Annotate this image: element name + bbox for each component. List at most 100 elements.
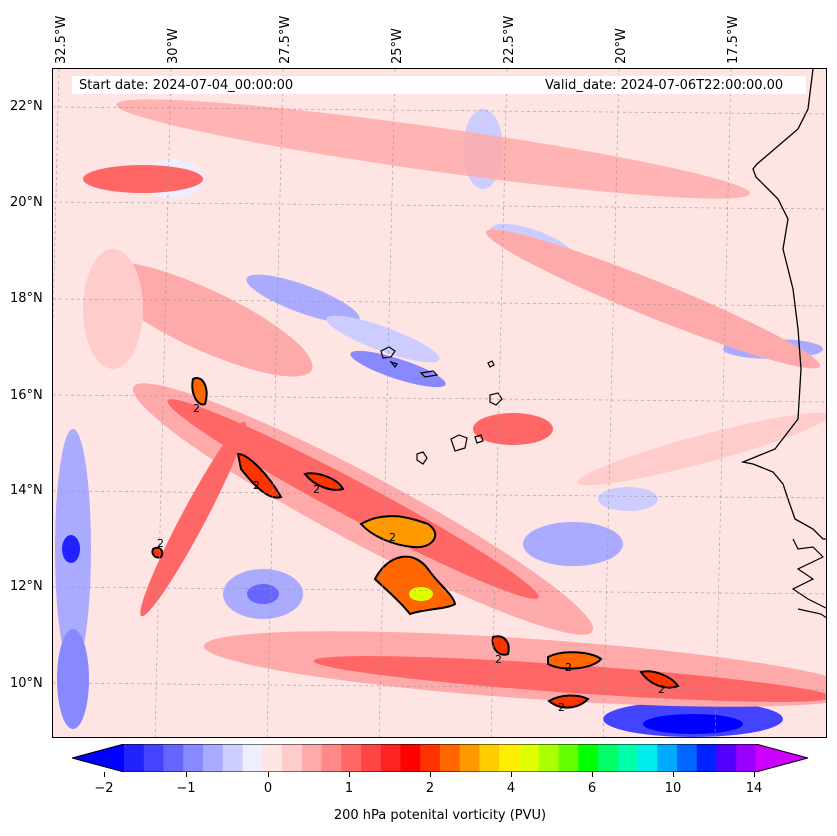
colorbar-tick-label: 1 — [344, 781, 354, 796]
blue-patch — [246, 274, 360, 324]
islands — [380, 346, 503, 465]
colorbar-segment — [578, 744, 599, 772]
latitude-label: 14°N — [10, 483, 43, 498]
start-date: Start date: 2024-07-04_00:00:00 — [79, 78, 294, 93]
colorbar-tick-mark — [349, 772, 350, 777]
colorbar-segment — [736, 744, 757, 772]
colorbar-extend-max — [756, 744, 808, 772]
longitude-label: 32.5°W — [54, 15, 69, 64]
blue-patch — [523, 522, 623, 566]
blue-patch — [598, 487, 658, 511]
colorbar-segment — [696, 744, 717, 772]
colorbar-tick-label: 4 — [506, 781, 516, 796]
colorbar-segment — [617, 744, 638, 772]
colorbar-segment — [716, 744, 737, 772]
colorbar-tick-label: 0 — [263, 781, 273, 796]
latitude-label: 16°N — [10, 388, 43, 403]
pv-max-contour — [151, 546, 164, 559]
africa-coastline-detail — [791, 538, 826, 619]
pv-max-contour — [359, 515, 437, 549]
latitude-label: 18°N — [10, 291, 43, 306]
pv-max-contour — [236, 452, 283, 499]
pv-max-contour — [491, 635, 510, 656]
island — [487, 360, 495, 368]
colorbar-segment — [677, 744, 698, 772]
pv-max-contour — [373, 555, 457, 616]
pv-max-contour — [547, 651, 603, 670]
red-band — [167, 399, 539, 599]
pv-max-contour — [639, 670, 680, 689]
blue-patch — [326, 315, 440, 363]
latitude-label: 22°N — [10, 99, 43, 114]
colorbar-extend-min — [72, 744, 124, 772]
contour-label: 2 — [253, 479, 260, 492]
contour-labels: 2 2 2 2 2 2 2 2 2 — [157, 402, 665, 714]
colorbar-segment — [400, 744, 421, 772]
date-banner — [72, 76, 806, 94]
colorbar-segment — [519, 744, 540, 772]
colorbar-segment — [538, 744, 559, 772]
island — [416, 451, 428, 465]
colorbar-segment — [598, 744, 619, 772]
blue-patch-core — [643, 714, 743, 734]
pv-max-contour — [547, 694, 590, 709]
colorbar-segment — [262, 744, 283, 772]
longitude-label: 22.5°W — [502, 15, 517, 64]
latitude-label: 20°N — [10, 195, 43, 210]
contour-label: 2 — [157, 537, 164, 550]
map-panel: 2 2 2 2 2 2 2 2 2 — [52, 68, 827, 738]
island — [489, 392, 503, 406]
red-band — [93, 261, 313, 377]
colorbar-segment — [124, 744, 145, 772]
pv-positive-bands — [83, 99, 826, 707]
colorbar-tick-label: 6 — [587, 781, 597, 796]
contour-label: 2 — [565, 661, 572, 674]
colorbar-segment — [341, 744, 362, 772]
colorbar-segment — [459, 744, 480, 772]
pv-max-contour — [303, 472, 345, 491]
longitude-label: 20°W — [614, 28, 629, 64]
island — [419, 370, 439, 378]
red-band — [140, 421, 246, 617]
contour-label: 2 — [313, 483, 320, 496]
red-band — [577, 412, 826, 486]
colorbar-label: 200 hPa potenital vorticity (PVU) — [333, 808, 547, 823]
blue-patch-core — [62, 535, 80, 563]
colorbar-tick-mark — [186, 772, 187, 777]
colorbar-tick-label: 2 — [425, 781, 435, 796]
latitude-label: 10°N — [10, 676, 43, 691]
colorbar-tick-mark — [104, 772, 105, 777]
graticule — [53, 69, 826, 737]
colorbar-segment — [380, 744, 401, 772]
colorbar-segment — [361, 744, 382, 772]
longitude-label: 17.5°W — [726, 15, 741, 64]
colorbar-tick-label: 14 — [745, 781, 763, 796]
red-band — [313, 656, 826, 702]
colorbar — [72, 744, 808, 772]
blue-patch — [57, 629, 89, 729]
island — [389, 360, 398, 369]
colorbar-segment — [282, 744, 303, 772]
colorbar-segment — [163, 744, 184, 772]
contour-label: 2 — [558, 701, 565, 714]
blue-patch — [350, 350, 446, 388]
pv-max-contour — [191, 377, 208, 406]
contour-label: 2 — [495, 653, 502, 666]
island — [474, 434, 484, 444]
valid-date: Valid_date: 2024-07-06T22:00:00.00 — [545, 78, 784, 93]
blue-patch-core — [247, 584, 279, 604]
colorbar-tick-label: −1 — [176, 781, 196, 796]
colorbar-segment — [499, 744, 520, 772]
red-band — [83, 249, 143, 369]
island — [450, 434, 468, 452]
red-band — [473, 413, 553, 445]
colorbar-segment — [479, 744, 500, 772]
potential-vorticity-field: 2 2 2 2 2 2 2 2 2 — [53, 69, 826, 737]
colorbar-tick-mark — [673, 772, 674, 777]
colorbar-segment — [440, 744, 461, 772]
island — [380, 346, 396, 359]
contour-label: 2 — [193, 402, 200, 415]
red-band — [116, 99, 750, 199]
colorbar-segment — [183, 744, 204, 772]
longitude-label: 27.5°W — [278, 15, 293, 64]
